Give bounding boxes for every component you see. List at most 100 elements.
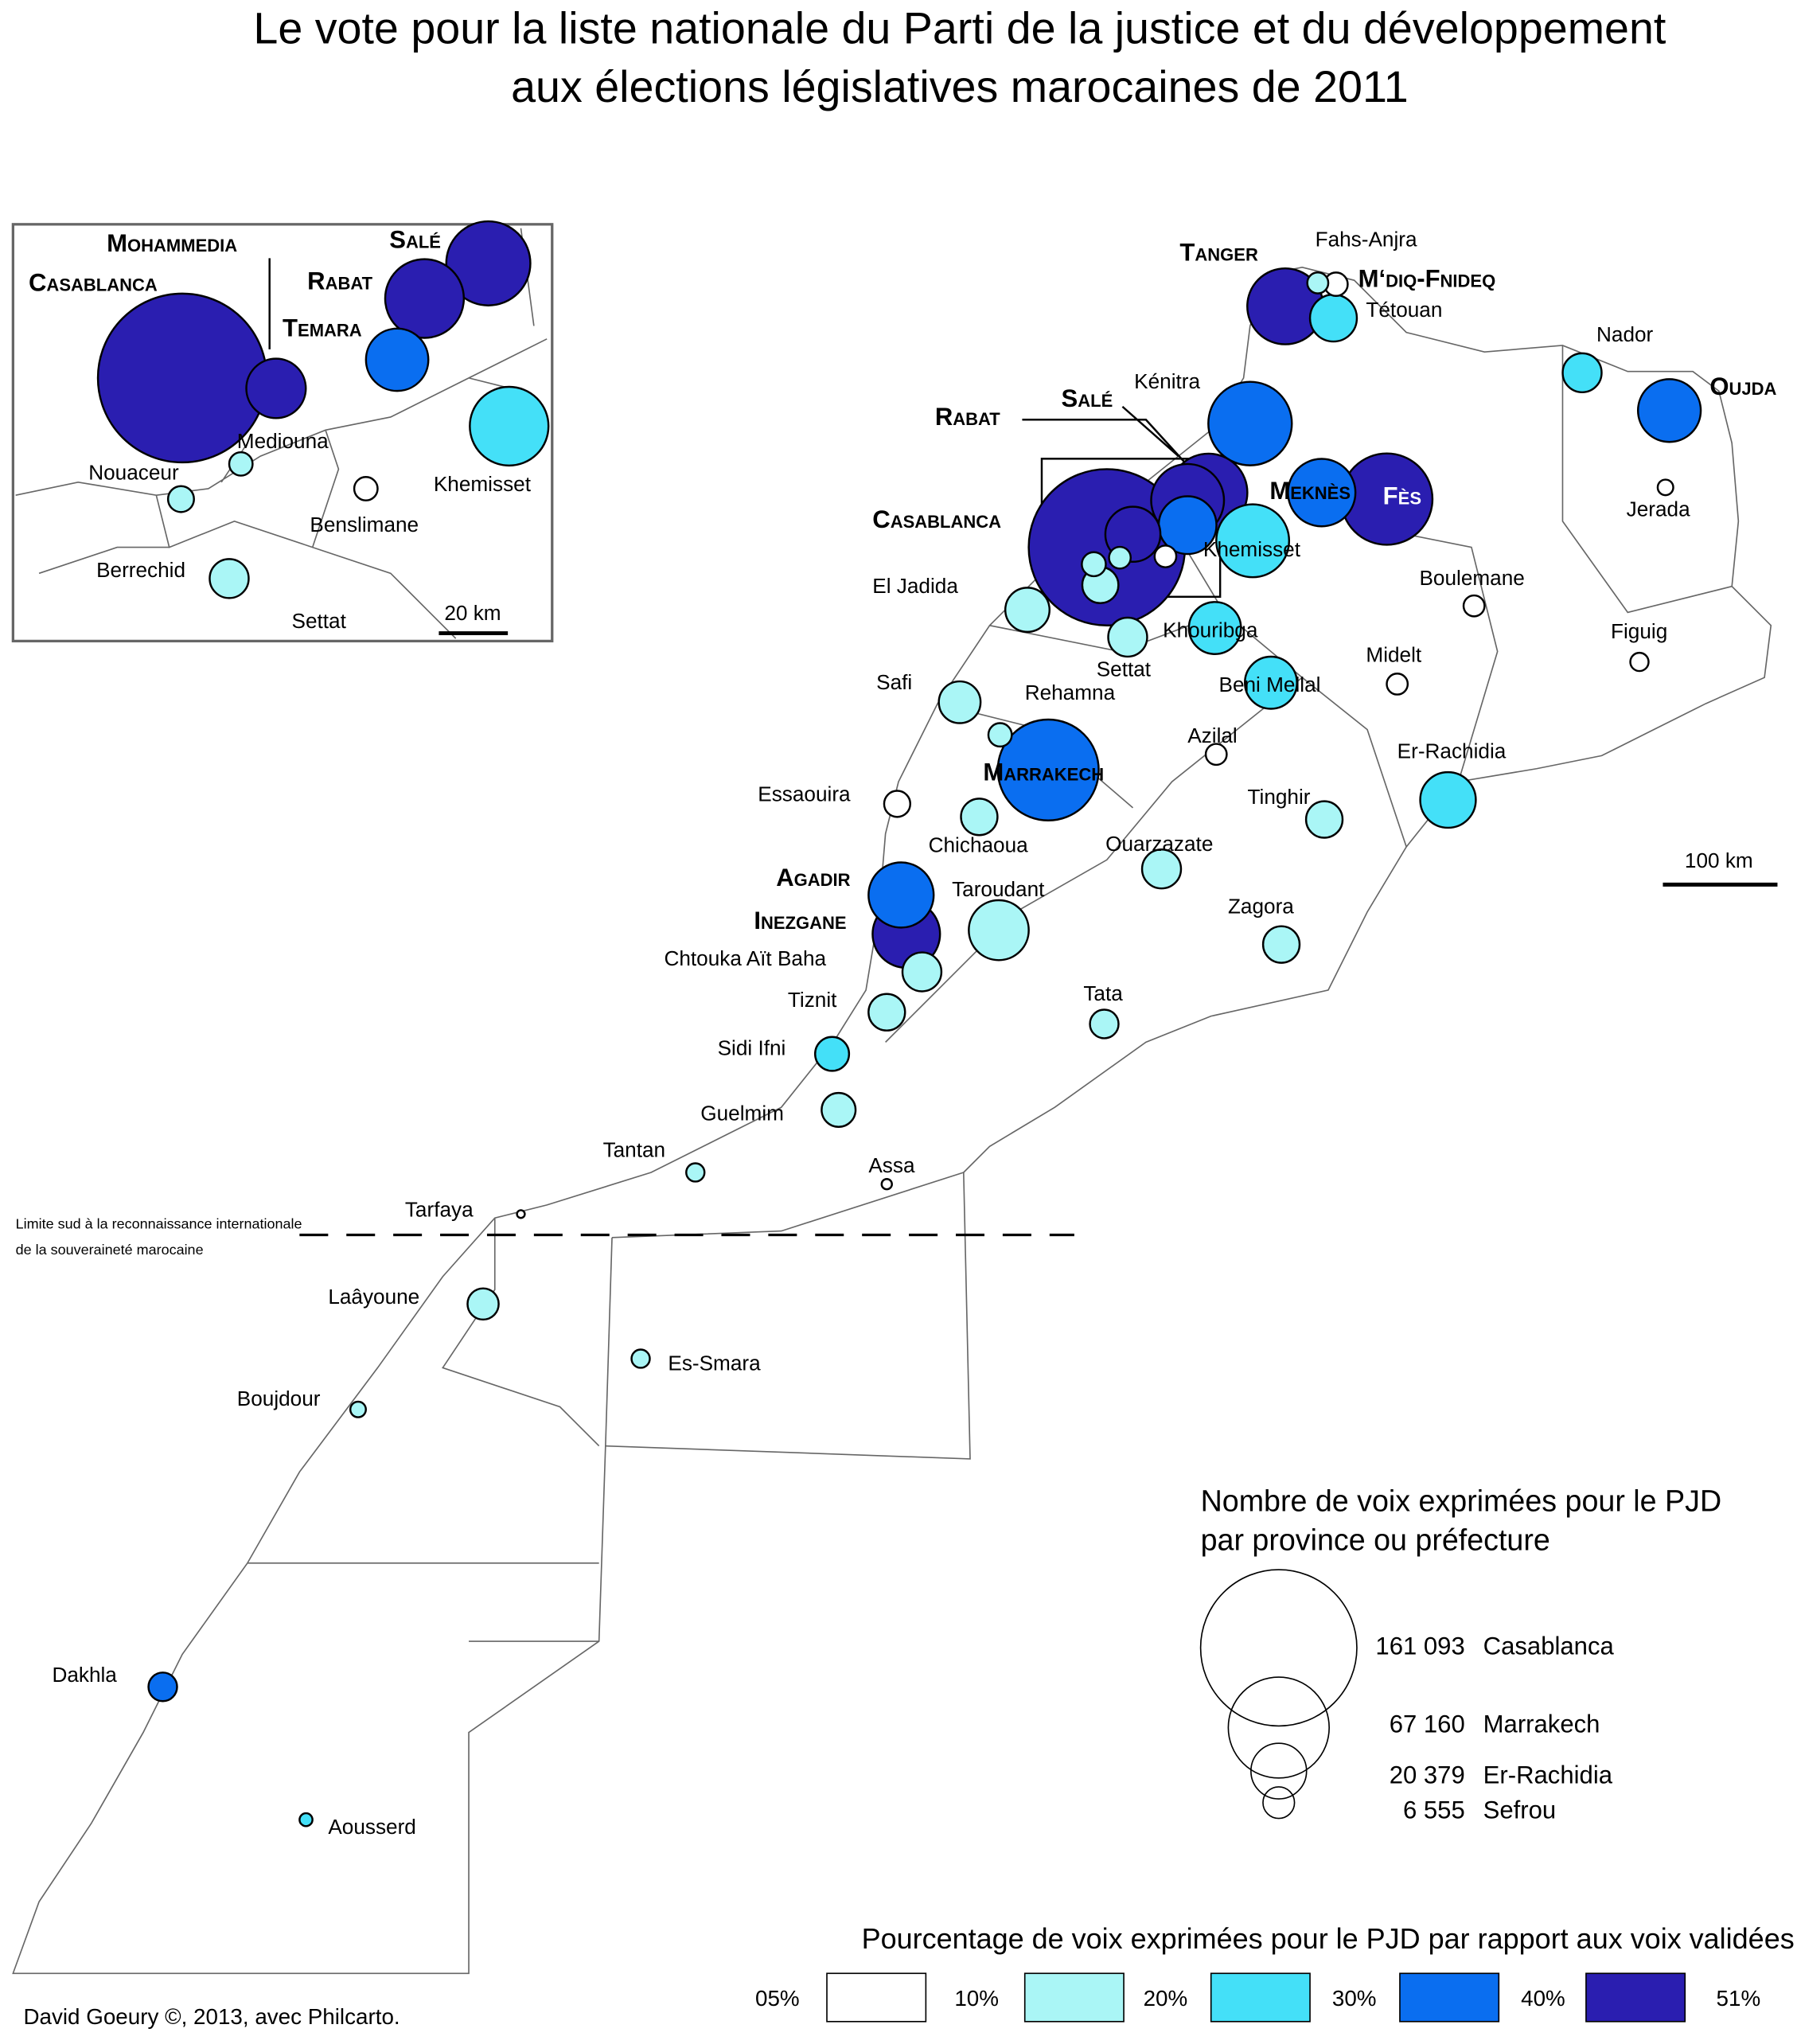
place-label: Jerada	[1627, 497, 1690, 521]
place-label: Berrechid	[96, 558, 185, 582]
legend-break: 40%	[1521, 1986, 1565, 2011]
place-label: Salé	[389, 225, 441, 253]
vote-circle	[987, 722, 1013, 748]
legend-circle	[1199, 1569, 1358, 1727]
place-label: Midelt	[1366, 643, 1422, 667]
place-label: Khemisset	[434, 472, 532, 496]
place-label: Benslimane	[310, 513, 419, 536]
vote-circle	[166, 485, 195, 513]
place-label: Rabat	[935, 403, 1000, 431]
vote-circle	[516, 1209, 526, 1219]
vote-circle	[245, 357, 307, 419]
vote-circle	[1089, 1008, 1120, 1040]
place-label: Fahs-Anjra	[1316, 228, 1417, 252]
vote-circle	[1306, 271, 1330, 295]
legend-break: 20%	[1144, 1986, 1188, 2011]
place-label: Nador	[1596, 322, 1654, 346]
place-label: Laâyoune	[328, 1285, 419, 1309]
place-label: Guelmim	[700, 1102, 784, 1125]
place-label: Tata	[1083, 981, 1123, 1005]
vote-circle	[1304, 800, 1344, 839]
vote-circle	[1140, 848, 1183, 890]
place-label: Taroudant	[952, 877, 1045, 901]
vote-circle	[1386, 672, 1409, 696]
place-label: Assa	[868, 1153, 915, 1177]
vote-circle	[1204, 743, 1228, 766]
place-label: Tantan	[603, 1137, 666, 1161]
legend-swatch	[1399, 1972, 1500, 2023]
place-label: Fès	[1383, 482, 1421, 510]
place-label: Tinghir	[1248, 785, 1311, 809]
place-label: Tétouan	[1366, 298, 1442, 322]
vote-circle	[1215, 503, 1291, 579]
vote-circle	[883, 790, 911, 818]
border-note: de la souveraineté marocaine	[16, 1242, 204, 1258]
place-label: Temara	[283, 314, 362, 342]
place-label: Casablanca	[872, 505, 1001, 533]
place-label: Tiznit	[788, 988, 837, 1012]
legend-swatch	[1210, 1972, 1311, 2023]
vote-circle	[1207, 380, 1293, 466]
legend-circle	[1250, 1742, 1308, 1800]
vote-circle	[630, 1348, 651, 1369]
vote-circle	[1081, 551, 1107, 578]
place-label: Zagora	[1228, 894, 1294, 918]
place-label: Aousserd	[328, 1815, 415, 1839]
vote-circle	[364, 327, 430, 392]
place-label: Rehamna	[1025, 681, 1116, 704]
legend-value: 20 379	[1390, 1761, 1465, 1788]
title: Le vote pour la liste nationale du Parti…	[253, 3, 1666, 53]
vote-circle	[821, 1091, 857, 1128]
vote-circle	[901, 951, 943, 993]
place-label: Azilal	[1187, 724, 1238, 747]
legend-name: Er-Rachidia	[1483, 1761, 1613, 1788]
place-label: Agadir	[776, 864, 850, 891]
title: aux élections législatives marocaines de…	[511, 62, 1409, 111]
place-label: Mohammedia	[107, 229, 237, 257]
place-label: El Jadida	[872, 574, 958, 598]
place-label: Casablanca	[29, 268, 158, 296]
place-label: Boujdour	[237, 1387, 321, 1410]
vote-circle	[1108, 545, 1132, 570]
place-label: Safi	[876, 670, 912, 694]
legend-value: 67 160	[1390, 1710, 1465, 1738]
place-label: Nouaceur	[88, 461, 179, 485]
vote-circle	[209, 558, 250, 599]
vote-circle	[1107, 616, 1148, 658]
vote-circle	[814, 1036, 851, 1072]
credit: David Goeury ©, 2013, avec Philcarto.	[23, 2004, 400, 2029]
vote-circle	[384, 258, 466, 339]
vote-circle	[298, 1812, 314, 1828]
vote-circle	[1636, 378, 1702, 443]
vote-circle	[1244, 655, 1298, 710]
legend-title: par province ou préfecture	[1201, 1523, 1550, 1556]
vote-circle	[1419, 770, 1477, 829]
vote-circle	[353, 476, 379, 501]
legend-break: 30%	[1332, 1986, 1377, 2011]
vote-circle	[147, 1671, 178, 1703]
vote-circle	[1462, 594, 1486, 618]
legend-name: Casablanca	[1483, 1632, 1615, 1660]
vote-circle	[685, 1162, 706, 1183]
vote-circle	[1287, 458, 1357, 528]
place-label: Es-Smara	[668, 1352, 761, 1375]
place-label: Oujda	[1709, 373, 1776, 400]
place-label: Kénitra	[1134, 369, 1200, 393]
legend-circle	[1262, 1786, 1296, 1820]
legend-name: Marrakech	[1483, 1710, 1600, 1738]
legend-swatch	[1585, 1972, 1686, 2023]
place-label: Tanger	[1179, 239, 1258, 267]
vote-circle	[228, 451, 254, 477]
place-label: Boulemane	[1419, 566, 1524, 590]
vote-circle	[1656, 478, 1674, 497]
place-label: Mediouna	[237, 429, 329, 453]
legend-title: Nombre de voix exprimées pour le PJD	[1201, 1484, 1722, 1517]
legend-break: 51%	[1717, 1986, 1761, 2011]
place-label: Marrakech	[983, 758, 1104, 786]
place-label: Settat	[292, 609, 347, 633]
vote-circle	[1261, 925, 1301, 964]
place-label: Salé	[1062, 384, 1113, 412]
legend-break: 10%	[954, 1986, 999, 2011]
place-label: Essaouira	[758, 782, 851, 806]
